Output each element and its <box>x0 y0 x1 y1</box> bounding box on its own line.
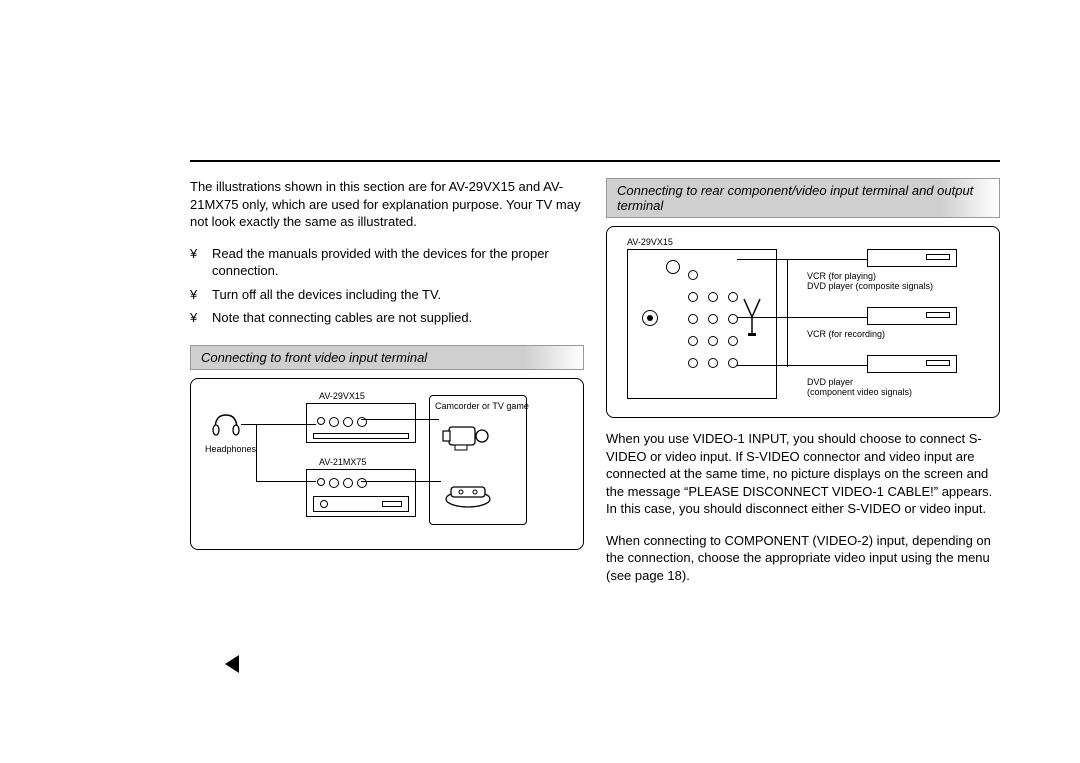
intro-paragraph: The illustrations shown in this section … <box>190 178 584 231</box>
label-headphones: Headphones <box>205 444 256 454</box>
label-av29: AV-29VX15 <box>319 391 365 401</box>
antenna-icon <box>739 297 765 340</box>
rear-diagram: AV-29VX15 <box>606 226 1000 418</box>
vcr-play <box>867 249 957 267</box>
bullet-3: ¥ Note that connecting cables are not su… <box>190 309 584 327</box>
dvd-component <box>867 355 957 373</box>
two-column-layout: The illustrations shown in this section … <box>190 178 1000 598</box>
bullet-2: ¥ Turn off all the devices including the… <box>190 286 584 304</box>
label-dvd-component-2: (component video signals) <box>807 387 912 397</box>
bullet-1: ¥ Read the manuals provided with the dev… <box>190 245 584 280</box>
right-column: Connecting to rear component/video input… <box>606 178 1000 598</box>
front-panel-21 <box>306 469 416 517</box>
section-heading-rear: Connecting to rear component/video input… <box>606 178 1000 218</box>
prev-page-arrow-icon <box>225 655 239 673</box>
bullet-text: Turn off all the devices including the T… <box>212 286 441 304</box>
label-camcorder: Camcorder or TV game <box>435 401 529 411</box>
game-console-icon <box>443 479 493 512</box>
label-av21: AV-21MX75 <box>319 457 366 467</box>
section-heading-front: Connecting to front video input terminal <box>190 345 584 370</box>
rear-paragraph-2: When connecting to COMPONENT (VIDEO-2) i… <box>606 532 1000 585</box>
left-column: The illustrations shown in this section … <box>190 178 584 598</box>
bullet-list: ¥ Read the manuals provided with the dev… <box>190 245 584 327</box>
bullet-text: Read the manuals provided with the devic… <box>212 245 584 280</box>
bullet-text: Note that connecting cables are not supp… <box>212 309 472 327</box>
front-diagram: AV-29VX15 AV-21MX75 <box>190 378 584 550</box>
label-dvd-component: DVD player <box>807 377 853 387</box>
bullet-mark: ¥ <box>190 286 204 304</box>
vcr-rec <box>867 307 957 325</box>
front-panel-29 <box>306 403 416 443</box>
rear-paragraph-1: When you use VIDEO-1 INPUT, you should c… <box>606 430 1000 518</box>
headphones-icon <box>211 411 241 440</box>
label-vcr-play: VCR (for playing) <box>807 271 876 281</box>
label-av29-rear: AV-29VX15 <box>627 237 673 247</box>
top-rule <box>190 160 1000 162</box>
label-vcr-rec: VCR (for recording) <box>807 329 885 339</box>
bullet-mark: ¥ <box>190 245 204 280</box>
bullet-mark: ¥ <box>190 309 204 327</box>
label-dvd-composite: DVD player (composite signals) <box>807 281 933 291</box>
camcorder-icon <box>441 419 491 456</box>
